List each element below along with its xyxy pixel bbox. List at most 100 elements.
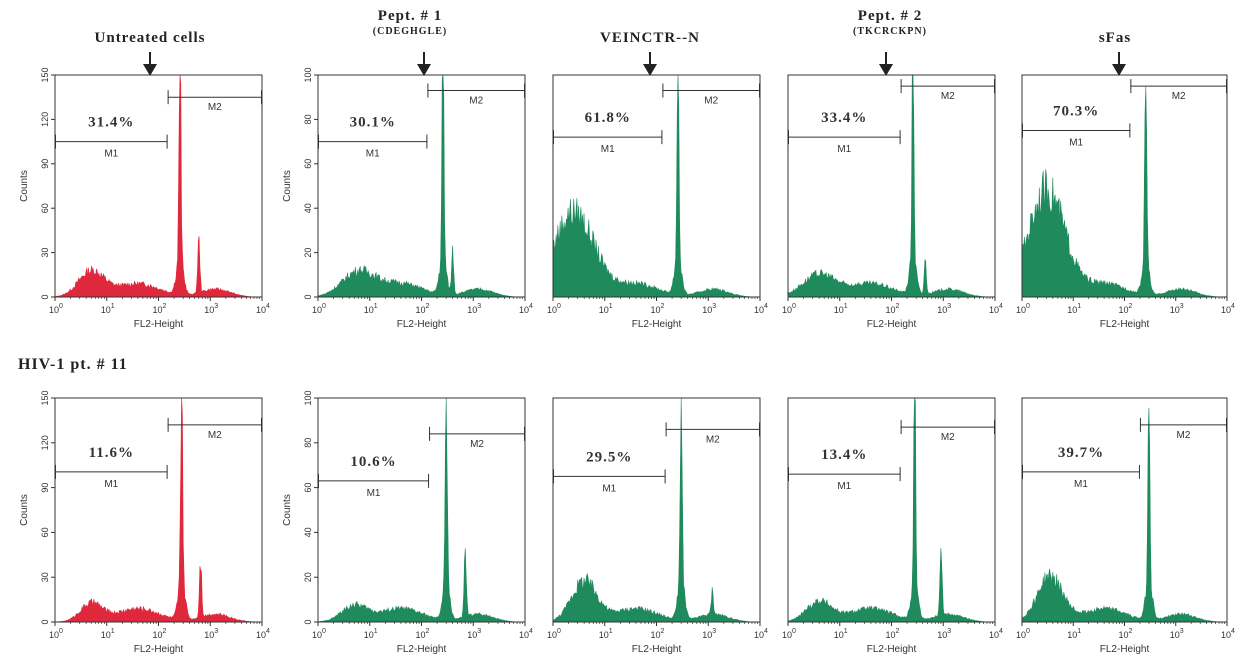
- y-tick-label: 60: [303, 159, 313, 169]
- histogram-panel: 100 101 102 103 104FL2-Height020406080100Cou…: [282, 67, 533, 330]
- y-tick-label: 80: [303, 438, 313, 448]
- histogram-area: [552, 74, 760, 298]
- marker-label: M2: [941, 432, 955, 443]
- x-tick-label: 100: [782, 628, 796, 640]
- y-tick-label: 20: [303, 572, 313, 582]
- x-tick-label: 100: [782, 303, 796, 315]
- x-tick-label: 104: [1221, 628, 1235, 640]
- x-tick-label: 100: [547, 303, 561, 315]
- x-tick-label: 104: [256, 303, 270, 315]
- column-header-3: VEINCTR--N: [570, 30, 730, 47]
- histogram-area: [1021, 407, 1227, 623]
- y-tick-label: 80: [303, 114, 313, 124]
- histogram-area: [787, 397, 995, 623]
- histogram-area: [552, 397, 760, 623]
- y-tick-label: 60: [40, 527, 50, 537]
- x-tick-label: 101: [364, 303, 378, 315]
- histogram-area: [54, 397, 262, 623]
- x-tick-label: 101: [364, 628, 378, 640]
- x-tick-label: 102: [416, 628, 430, 640]
- marker-label: M2: [470, 439, 484, 450]
- x-tick-label: 100: [1016, 628, 1030, 640]
- y-tick-label: 100: [303, 67, 313, 82]
- x-tick-label: 103: [937, 628, 951, 640]
- x-axis-label: FL2-Height: [1100, 319, 1150, 330]
- x-axis-label: FL2-Height: [867, 319, 917, 330]
- percent-label: 39.7%: [1058, 445, 1104, 461]
- column-header-1: Untreated cells: [70, 30, 230, 47]
- column-header-4: Pept. # 2 (TKCRCKPN): [810, 8, 970, 37]
- marker-label: M2: [706, 434, 720, 445]
- x-axis-label: FL2-Height: [134, 644, 184, 655]
- column-title: Untreated cells: [94, 30, 206, 46]
- column-header-5: sFas: [1050, 30, 1180, 47]
- marker-label: M1: [1074, 479, 1088, 490]
- row-label: HIV-1 pt. # 11: [18, 356, 128, 373]
- x-axis-label: FL2-Height: [632, 644, 682, 655]
- x-tick-label: 100: [312, 303, 326, 315]
- x-tick-label: 103: [204, 303, 218, 315]
- y-tick-label: 60: [40, 203, 50, 213]
- marker-label: M1: [366, 149, 380, 160]
- marker-label: M1: [601, 144, 615, 155]
- column-subtitle: (CDEGHGLE): [372, 26, 448, 37]
- y-tick-label: 40: [303, 527, 313, 537]
- marker-label: M2: [469, 96, 483, 107]
- x-tick-label: 104: [256, 628, 270, 640]
- marker-label: M1: [837, 481, 851, 492]
- x-tick-label: 101: [834, 628, 848, 640]
- histogram-area: [54, 74, 262, 298]
- x-axis-label: FL2-Height: [632, 319, 682, 330]
- x-tick-label: 100: [312, 628, 326, 640]
- y-axis-label: Counts: [282, 170, 293, 202]
- plot-frame: [317, 74, 526, 298]
- y-tick-label: 90: [40, 159, 50, 169]
- histogram-panel: 100 101 102 103 104 FL2-Height 0 30 60 90 120 150 Co…: [19, 67, 270, 330]
- percent-label: 13.4%: [821, 447, 867, 463]
- x-tick-label: 104: [1221, 303, 1235, 315]
- column-header-2: Pept. # 1 (CDEGHGLE): [330, 8, 490, 37]
- histogram-area: [787, 74, 995, 298]
- x-tick-label: 101: [101, 303, 115, 315]
- marker-label: M2: [208, 102, 222, 113]
- y-tick-label: 150: [40, 67, 50, 82]
- column-title: sFas: [1098, 30, 1132, 46]
- column-title: Pept. # 1: [377, 8, 443, 24]
- histogram-panel: 100 101 102 103 104 FL2-Height M1 M2 70.3%: [1016, 74, 1235, 330]
- x-tick-label: 103: [204, 628, 218, 640]
- down-arrow-icon: [879, 52, 893, 76]
- x-tick-label: 101: [599, 628, 613, 640]
- marker-label: M2: [704, 96, 718, 107]
- percent-label: 29.5%: [586, 449, 632, 465]
- histogram-area: [1021, 86, 1227, 298]
- marker-label: M2: [1172, 91, 1186, 102]
- y-tick-label: 0: [40, 619, 50, 624]
- marker-label: M1: [602, 483, 616, 494]
- x-tick-label: 102: [1119, 628, 1133, 640]
- marker-label: M1: [104, 479, 118, 490]
- x-tick-label: 102: [651, 628, 665, 640]
- histogram-panel: 100 101 102 103 104 FL2-Height 0 30 60 90 120 150 Co…: [19, 390, 270, 655]
- y-tick-label: 120: [40, 435, 50, 450]
- y-axis-label: Counts: [19, 170, 30, 202]
- y-tick-label: 90: [40, 483, 50, 493]
- marker-label: M2: [941, 91, 955, 102]
- marker-label: M2: [208, 430, 222, 441]
- x-tick-label: 101: [599, 303, 613, 315]
- y-tick-label: 0: [40, 294, 50, 299]
- marker-label: M2: [1177, 430, 1191, 441]
- y-tick-label: 20: [303, 248, 313, 258]
- y-tick-label: 100: [303, 390, 313, 405]
- plot-frame: [787, 397, 996, 623]
- x-tick-label: 103: [467, 628, 481, 640]
- histogram-area: [317, 74, 525, 298]
- plot-frame: [317, 397, 526, 623]
- histogram-area: [317, 397, 525, 623]
- y-tick-label: 120: [40, 112, 50, 127]
- y-axis-label: Counts: [282, 494, 293, 526]
- x-axis-label: FL2-Height: [397, 644, 447, 655]
- x-tick-label: 102: [651, 303, 665, 315]
